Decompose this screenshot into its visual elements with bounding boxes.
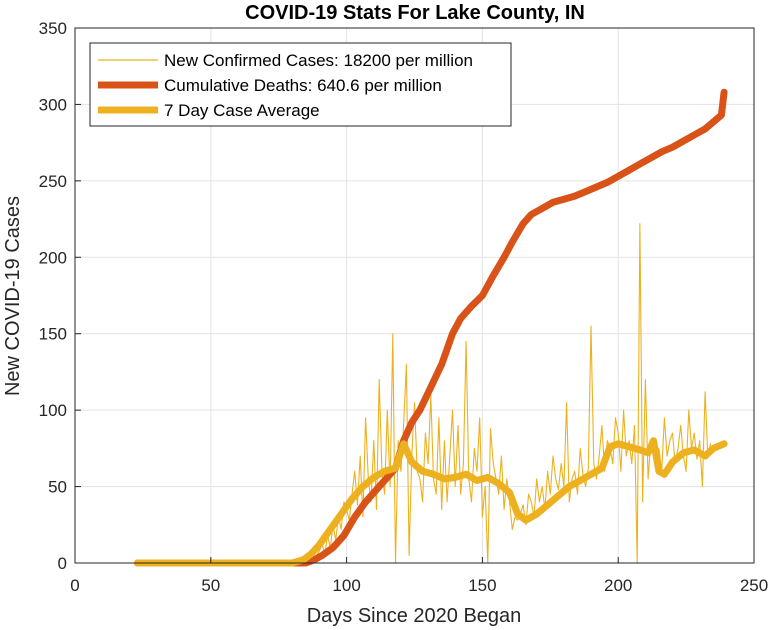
x-tick-label: 150 <box>468 576 496 595</box>
y-tick-label: 150 <box>39 325 67 344</box>
y-axis-label: New COVID-19 Cases <box>2 196 24 396</box>
y-tick-label: 350 <box>39 19 67 38</box>
legend-label-new-cases: New Confirmed Cases: 18200 per million <box>164 51 473 70</box>
chart-title: COVID-19 Stats For Lake County, IN <box>245 2 585 24</box>
legend-box <box>89 42 512 127</box>
legend-label-7day-average: 7 Day Case Average <box>164 101 320 120</box>
y-tick-label: 0 <box>58 554 67 573</box>
series-7day-case-average <box>134 437 728 567</box>
x-tick-label: 50 <box>201 576 220 595</box>
series-cumulative-deaths <box>134 88 728 567</box>
axis-ticks: 0 50 100 150 200 250 0 50 100 150 200 250 300 350 <box>39 19 769 595</box>
x-tick-label: 250 <box>740 576 768 595</box>
y-tick-label: 100 <box>39 401 67 420</box>
x-axis-label: Days Since 2020 Began <box>307 605 522 627</box>
y-tick-label: 200 <box>39 248 67 267</box>
x-tick-label: 100 <box>332 576 360 595</box>
y-tick-label: 250 <box>39 172 67 191</box>
y-tick-label: 300 <box>39 95 67 114</box>
x-tick-label: 0 <box>70 576 79 595</box>
legend: New Confirmed Cases: 18200 per million C… <box>89 42 512 127</box>
legend-label-deaths: Cumulative Deaths: 640.6 per million <box>164 76 442 95</box>
plot-frame <box>74 27 755 564</box>
y-tick-label: 50 <box>48 478 67 497</box>
x-tick-label: 200 <box>604 576 632 595</box>
